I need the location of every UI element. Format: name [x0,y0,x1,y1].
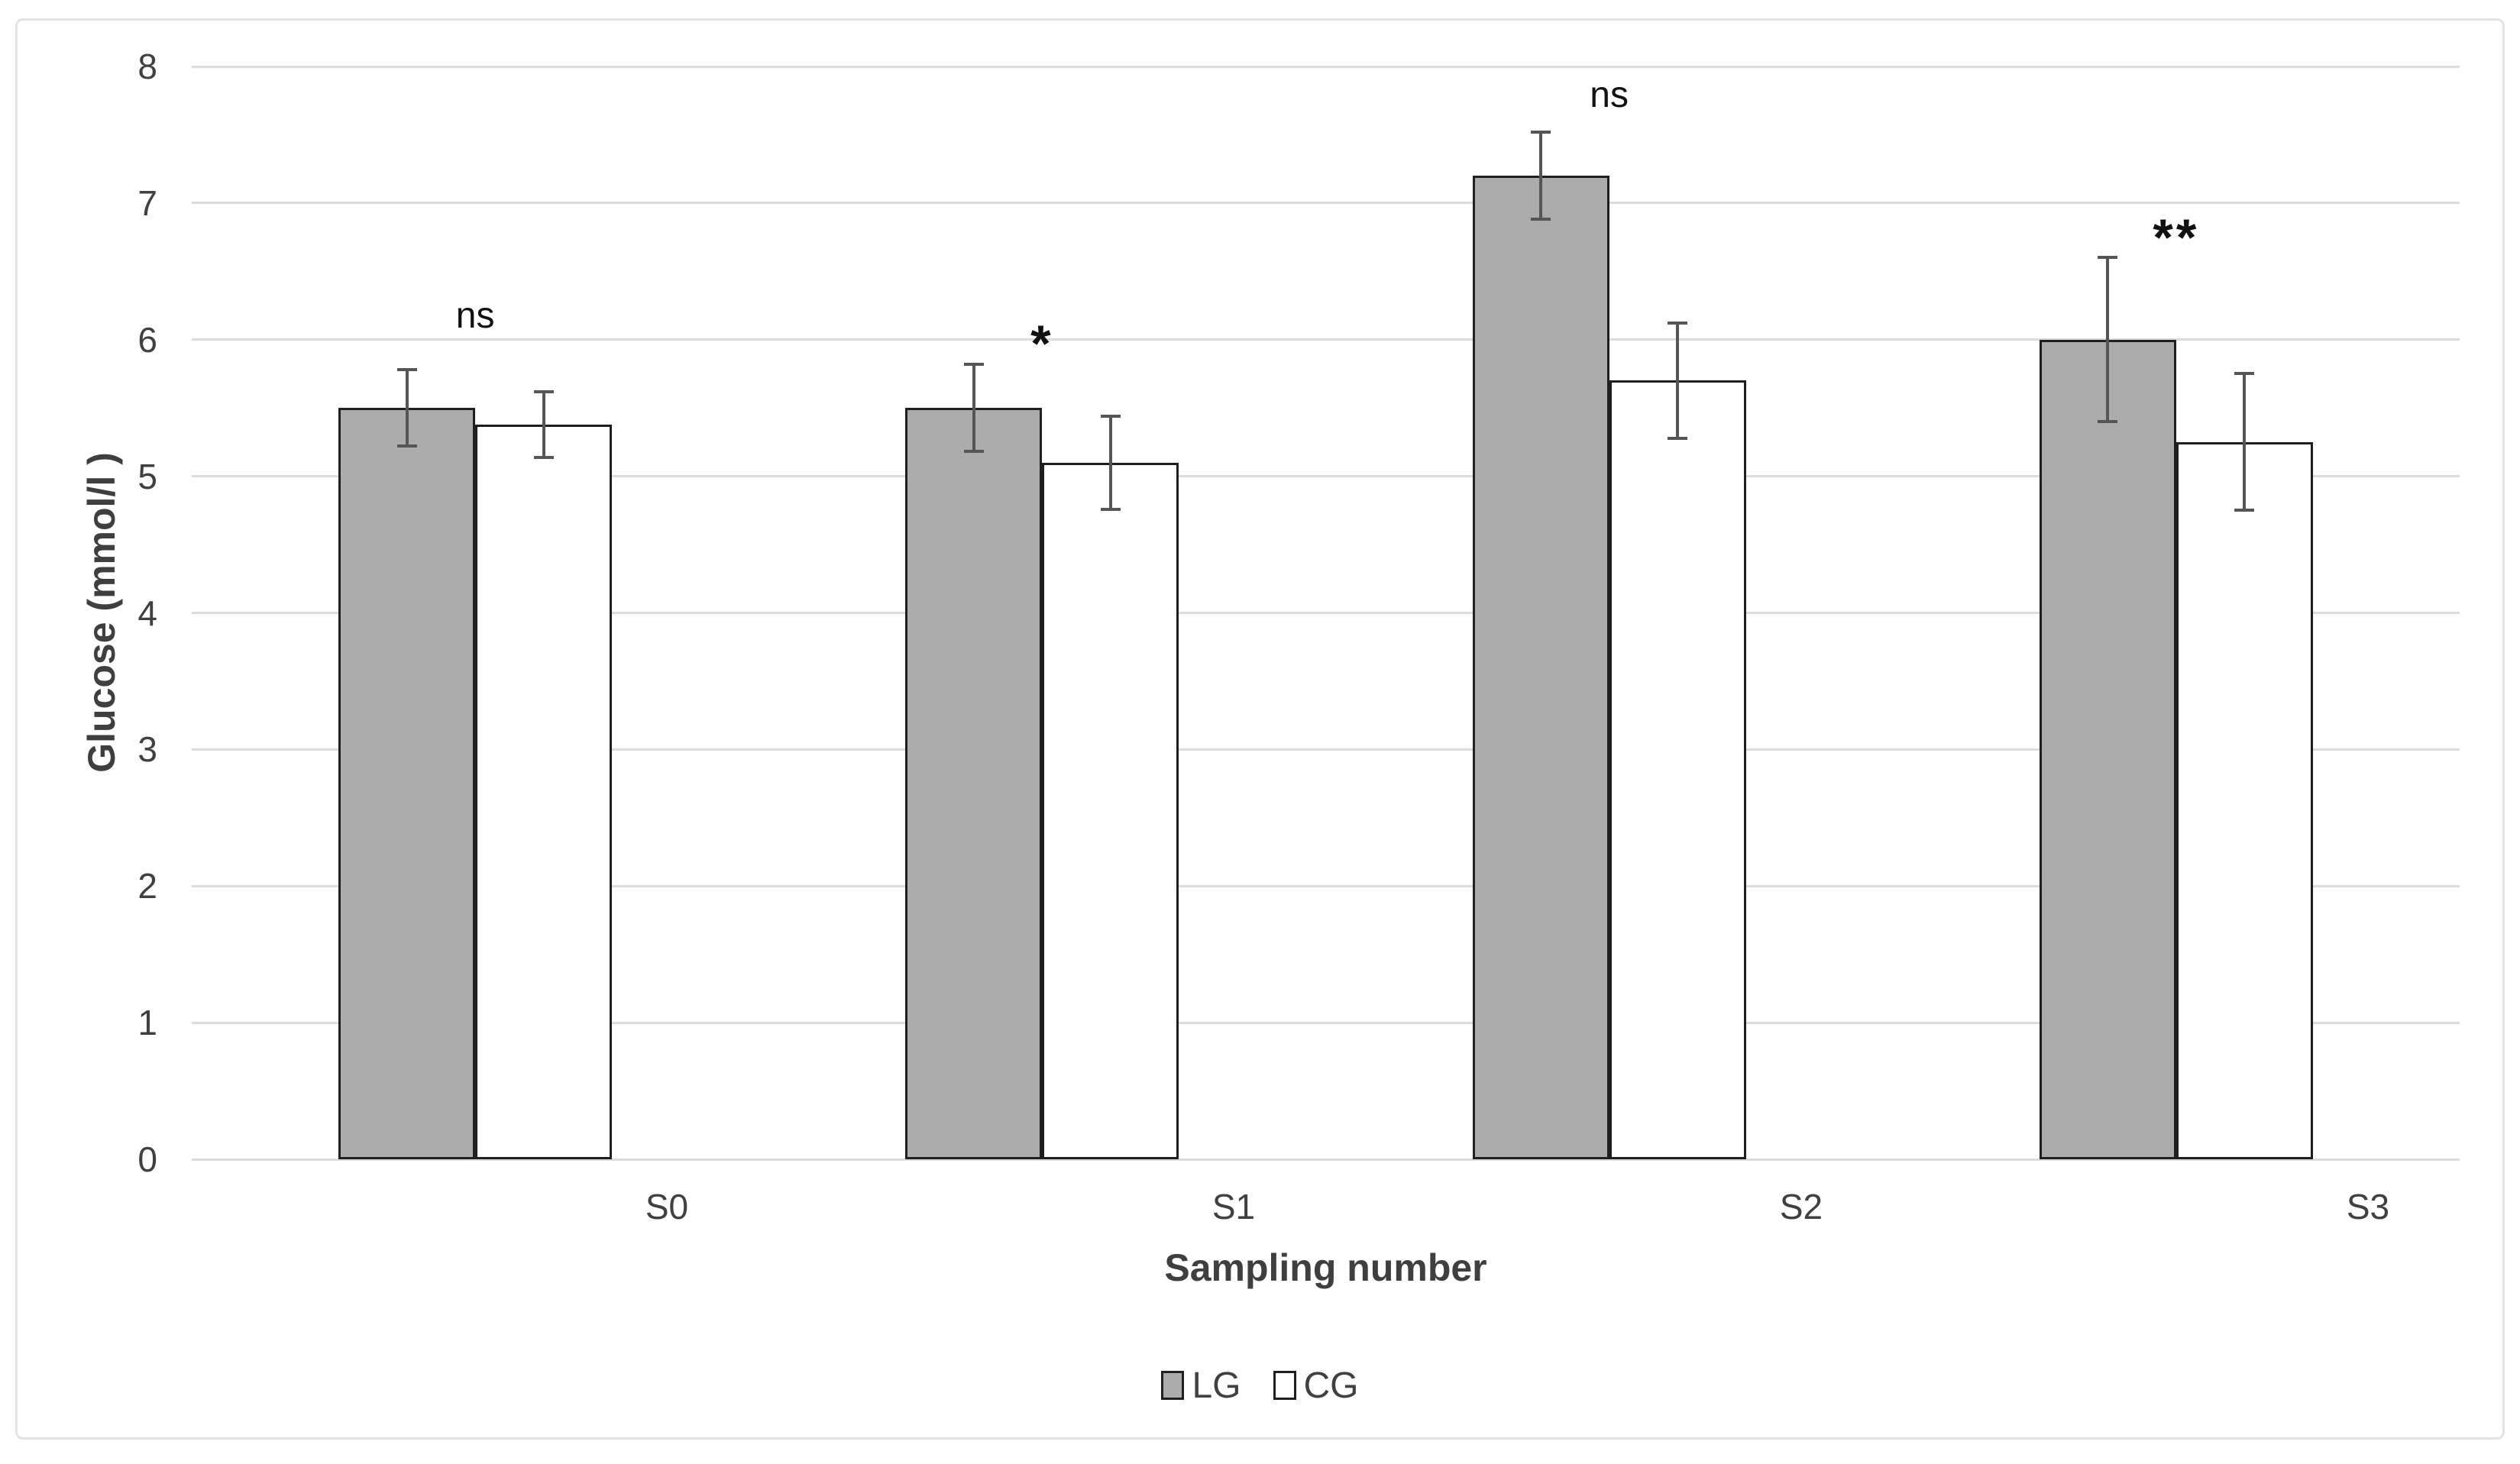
error-bar-cap-top [1531,130,1551,134]
error-bar-cap-bottom [2234,509,2255,512]
legend-label-cg: CG [1303,1365,1359,1406]
bar-cg-s0 [475,424,613,1159]
gridline [192,1021,2460,1024]
error-bar-stem [1108,415,1112,509]
significance-label-s3: ** [2153,208,2200,267]
x-axis-line [192,1158,2460,1161]
x-category-label-s0: S0 [645,1187,689,1226]
error-bar-cap-top [1100,414,1121,418]
error-bar-cap-bottom [963,450,984,454]
error-bar-cap-top [2234,372,2255,376]
error-bar-cap-bottom [533,455,554,459]
error-bar-stem [405,370,409,447]
gridline [192,884,2460,887]
gridline [192,202,2460,205]
x-category-label-s1: S1 [1211,1187,1256,1226]
gridline [192,338,2460,341]
y-tick-label: 5 [137,456,157,496]
error-bar-stem [2106,257,2110,422]
bar-lg-s1 [905,408,1043,1159]
bar-cg-s2 [1609,380,1746,1159]
error-bar-cap-bottom [1668,436,1688,440]
y-tick-label: 7 [137,183,157,223]
gridline [192,748,2460,751]
legend-item-lg: LG [1161,1365,1241,1407]
error-bar-stem [542,391,545,457]
y-tick-label: 0 [137,1139,157,1179]
error-bar-cap-top [2098,256,2118,260]
error-bar-cap-top [963,362,984,366]
error-bar-cap-bottom [1531,218,1551,221]
y-tick-label: 2 [137,866,157,907]
y-axis-tick-labels: 0 1 2 3 4 5 6 7 8 [0,49,157,1177]
y-tick-label: 8 [137,47,157,86]
bar-lg-s3 [2039,339,2176,1159]
error-bar-cap-bottom [2098,420,2118,424]
gridline [192,475,2460,478]
legend-label-lg: LG [1192,1365,1241,1406]
y-tick-label: 1 [137,1003,157,1043]
gridline [192,65,2460,68]
bar-cg-s3 [2175,441,2313,1159]
y-tick-label: 4 [137,593,157,633]
y-tick-label: 6 [137,319,157,360]
lg-series-swatch-icon [1161,1371,1185,1400]
error-bar-cap-top [396,368,417,372]
gridline [192,612,2460,614]
bar-lg-s0 [338,408,476,1159]
x-category-label-s2: S2 [1779,1187,1823,1226]
plot-area: ns * ns ** [192,65,2460,1161]
significance-label-s0: ns [455,296,495,337]
error-bar-stem [972,364,975,452]
y-tick-label: 3 [137,729,157,770]
error-bar-cap-bottom [1100,507,1121,511]
x-category-label-s3: S3 [2346,1187,2390,1226]
error-bar-cap-top [533,389,554,393]
error-bar-cap-bottom [396,444,417,448]
legend: LG CG [0,1364,2520,1407]
error-bar-stem [1539,131,1543,220]
chart-frame-border [15,18,2505,1440]
error-bar-stem [2243,373,2247,511]
error-bar-cap-top [1668,322,1688,325]
error-bar-stem [1676,323,1680,438]
significance-label-s2: ns [1590,74,1629,115]
legend-item-cg: CG [1273,1365,1359,1407]
bar-lg-s2 [1472,176,1609,1159]
significance-label-s1: * [1030,315,1054,373]
cg-series-swatch-icon [1273,1371,1296,1400]
x-axis-title: Sampling number [1164,1246,1487,1289]
bar-cg-s1 [1042,462,1179,1159]
